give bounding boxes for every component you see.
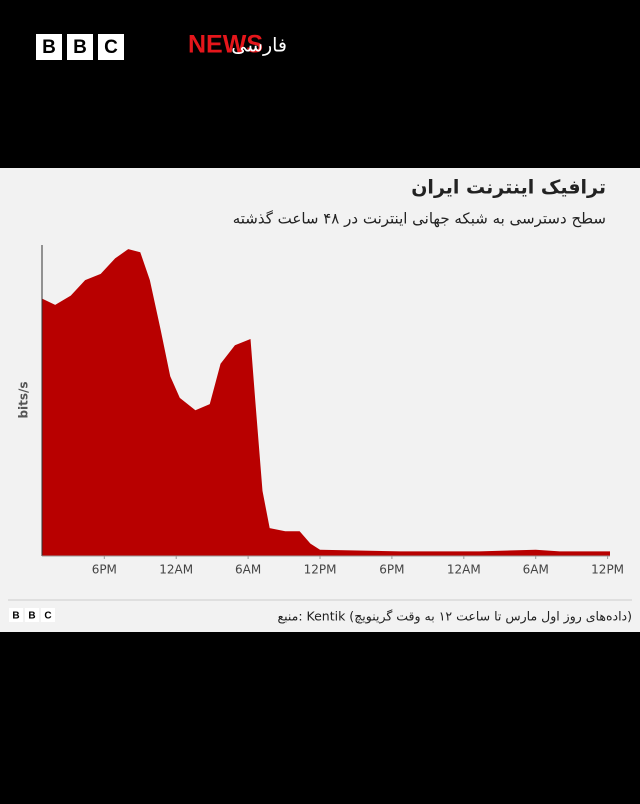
logo-block	[98, 34, 124, 60]
logo-block	[25, 608, 39, 622]
logo-letter: B	[12, 611, 19, 622]
brand-news: NEWS	[188, 31, 263, 59]
x-tick-label: 12PM	[304, 563, 337, 577]
x-tick-label: 6PM	[92, 563, 117, 577]
logo-block	[41, 608, 55, 622]
logo-block	[67, 34, 93, 60]
x-tick-label: 6PM	[379, 563, 404, 577]
x-tick-label: 12AM	[447, 563, 481, 577]
brand-service: فارسی	[231, 35, 287, 57]
source-note: منبع: Kentik (داده‌های روز اول مارس تا س…	[277, 609, 632, 625]
x-tick-label: 6AM	[523, 563, 549, 577]
traffic-area	[42, 249, 610, 556]
logo-block	[9, 608, 23, 622]
x-tick-label: 12AM	[159, 563, 193, 577]
logo-letter: B	[28, 611, 35, 622]
y-axis-label: bits/s	[17, 381, 31, 418]
x-tick-label: 6AM	[235, 563, 261, 577]
logo-letter: B	[73, 37, 87, 58]
logo-block	[36, 34, 62, 60]
chart-subtitle: سطح دسترسی به شبکه جهانی اینترنت در ۴۸ س…	[233, 210, 606, 228]
logo-letter: B	[42, 37, 56, 58]
logo-letter: C	[44, 611, 51, 622]
chart-title: ترافیک اینترنت ایران	[411, 177, 606, 199]
x-tick-label: 12PM	[591, 563, 624, 577]
plot: 6PM 12AM 6AM 12PM 6PM 12AM 6AM 12PM	[42, 249, 624, 577]
logo-letter: C	[104, 37, 118, 58]
